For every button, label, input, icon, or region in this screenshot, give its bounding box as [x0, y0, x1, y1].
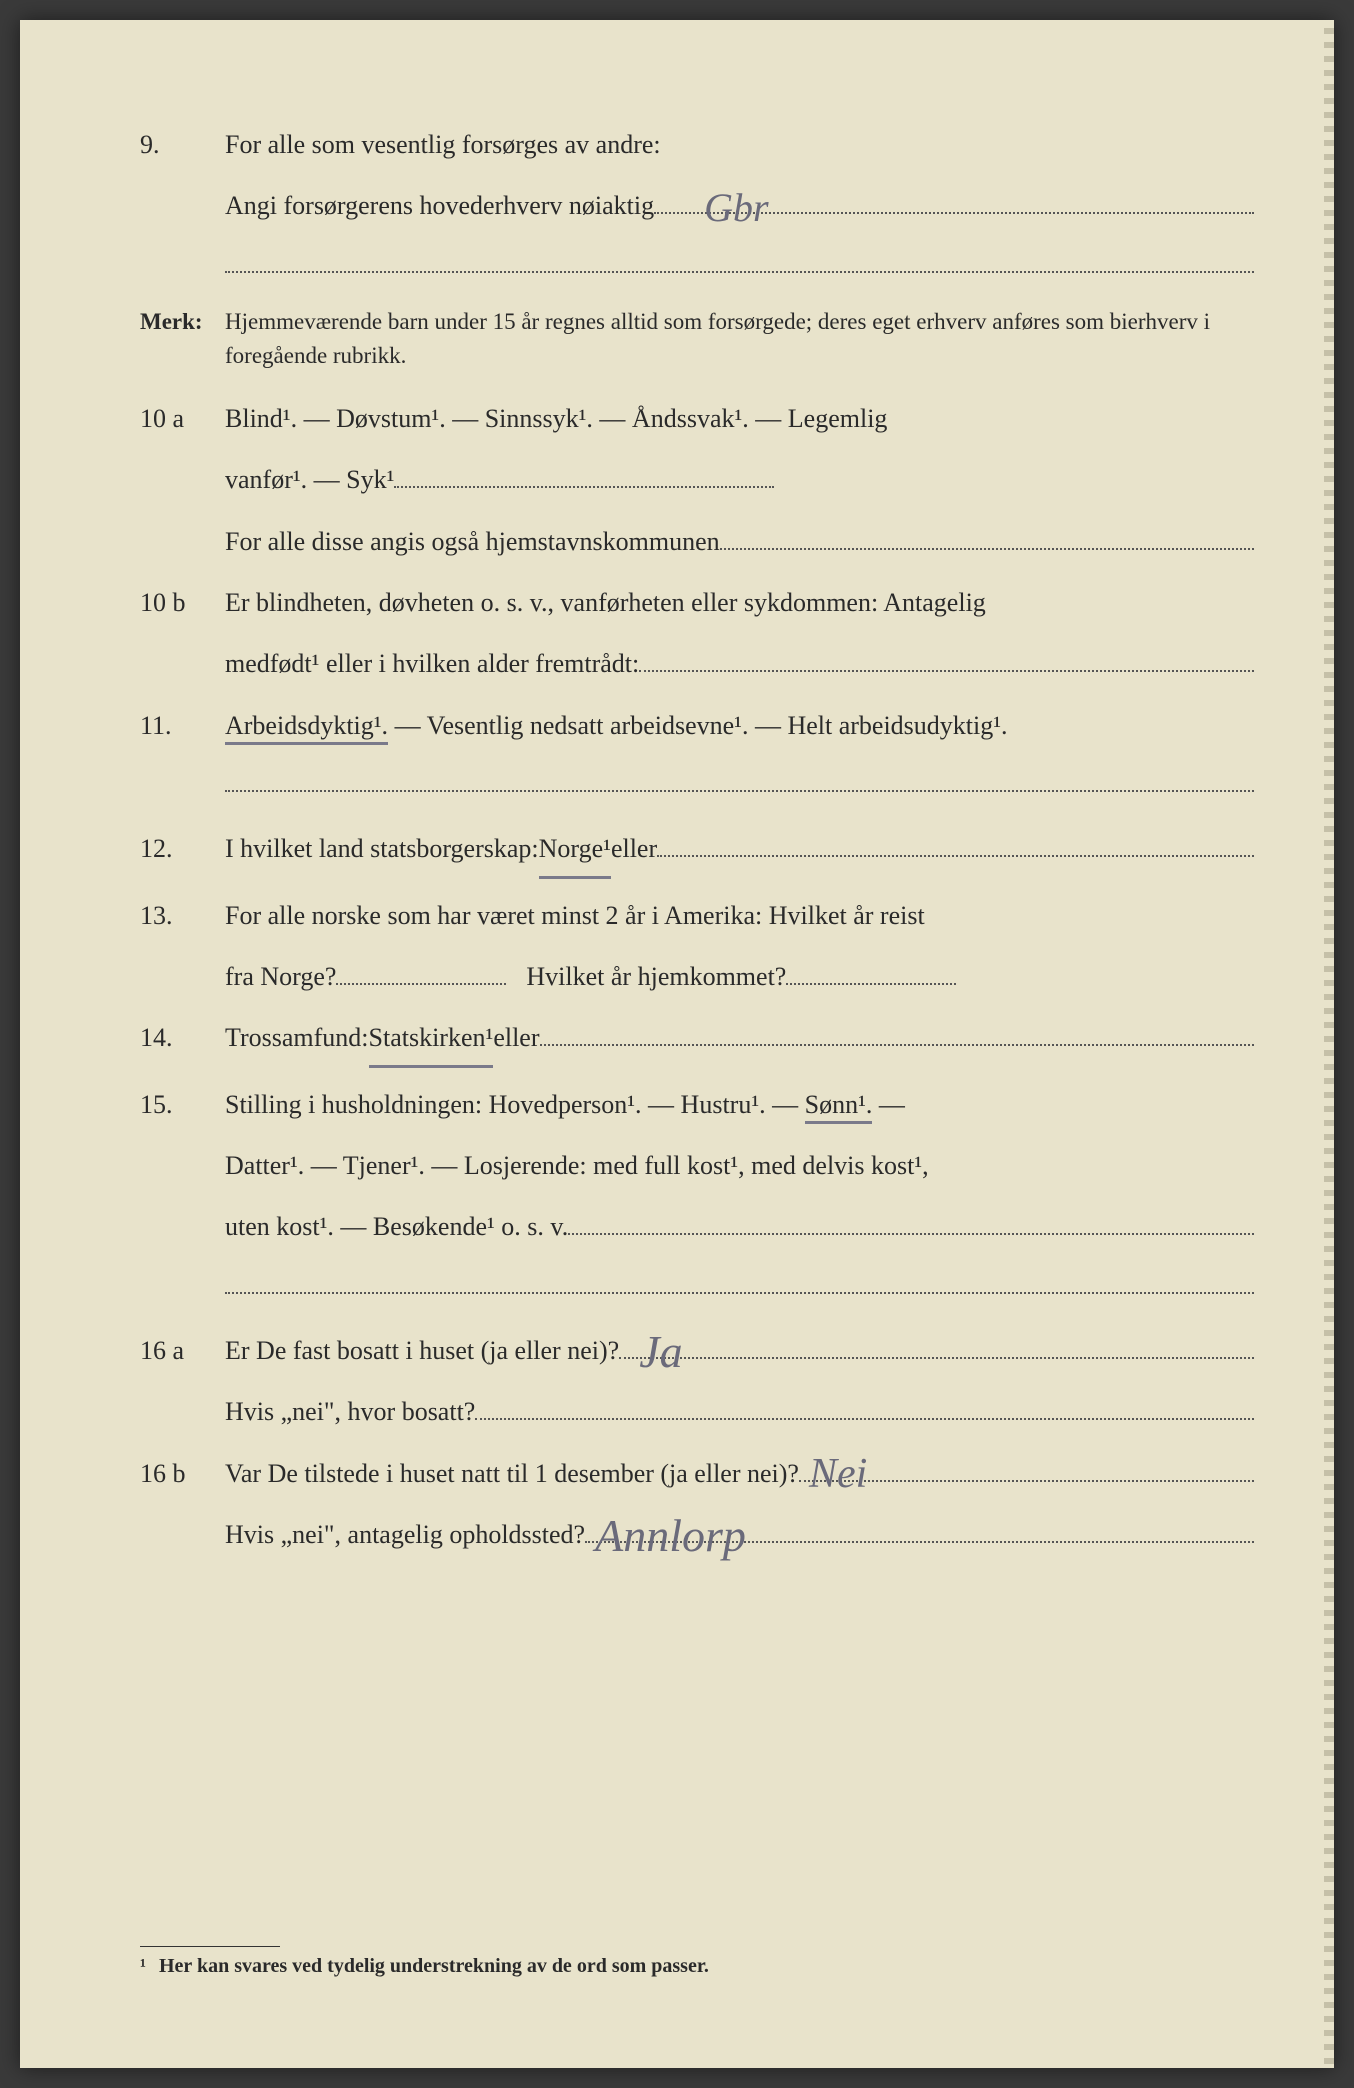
question-number: 10 a — [140, 394, 225, 443]
question-number: 12. — [140, 824, 225, 873]
question-10a-line1: 10 a Blind¹. — Døvstum¹. — Sinnssyk¹. — … — [140, 394, 1254, 443]
footnote-text: Her kan svares ved tydelig understreknin… — [159, 1955, 709, 1977]
question-15-line1: 15. Stilling i husholdningen: Hovedperso… — [140, 1080, 1254, 1129]
fill-blank — [568, 1207, 1254, 1236]
fill-blank: Ja — [619, 1330, 1254, 1359]
underlined-option: Arbeidsdyktig¹. — [225, 711, 388, 745]
question-15-line3: uten kost¹. — Besøkende¹ o. s. v. — [140, 1202, 1254, 1251]
question-number: 9. — [140, 120, 225, 169]
continuation-line — [140, 762, 1254, 812]
underlined-option: Sønn¹. — [805, 1090, 873, 1124]
question-number: 14. — [140, 1013, 225, 1062]
question-12: 12. I hvilket land statsborgerskap: Norg… — [140, 824, 1254, 878]
question-10a-line2: vanfør¹. — Syk¹ — [140, 455, 1254, 504]
fill-blank — [475, 1392, 1254, 1421]
question-text: Datter¹. — Tjener¹. — Losjerende: med fu… — [225, 1141, 1254, 1190]
handwritten-answer: Gbr — [704, 170, 768, 246]
fill-blank: Gbr — [654, 186, 1254, 215]
question-14: 14. Trossamfund: Statskirken¹ eller — [140, 1013, 1254, 1067]
question-16a-line1: 16 a Er De fast bosatt i huset (ja eller… — [140, 1326, 1254, 1375]
question-9-line1: 9. For alle som vesentlig forsørges av a… — [140, 120, 1254, 169]
question-16b-line1: 16 b Var De tilstede i huset natt til 1 … — [140, 1449, 1254, 1498]
merk-label: Merk: — [140, 305, 225, 374]
question-text: Er blindheten, døvheten o. s. v., vanfør… — [225, 578, 1254, 627]
fill-blank — [786, 956, 956, 985]
fill-blank — [720, 521, 1254, 550]
fill-blank: Nei — [799, 1453, 1254, 1482]
question-9-line2: Angi forsørgerens hovederhverv nøiaktig … — [140, 181, 1254, 230]
question-text: Angi forsørgerens hovederhverv nøiaktig … — [225, 181, 1254, 230]
question-10b-line2: medfødt¹ eller i hvilken alder fremtrådt… — [140, 639, 1254, 688]
fill-blank — [394, 460, 774, 489]
underlined-option: Norge¹ — [539, 824, 611, 878]
question-10b-line1: 10 b Er blindheten, døvheten o. s. v., v… — [140, 578, 1254, 627]
fill-blank — [639, 644, 1254, 673]
document-page: 9. For alle som vesentlig forsørges av a… — [20, 20, 1334, 2068]
question-16b-line2: Hvis „nei", antagelig opholdssted? Annlo… — [140, 1510, 1254, 1559]
question-15-line2: Datter¹. — Tjener¹. — Losjerende: med fu… — [140, 1141, 1254, 1190]
merk-note: Merk: Hjemmeværende barn under 15 år reg… — [140, 305, 1254, 374]
question-number: 16 a — [140, 1326, 225, 1375]
question-number: 13. — [140, 891, 225, 940]
handwritten-answer: Annlorp — [595, 1492, 746, 1579]
merk-text: Hjemmeværende barn under 15 år regnes al… — [225, 305, 1254, 374]
question-number: 10 b — [140, 578, 225, 627]
continuation-line — [140, 243, 1254, 293]
fill-blank — [657, 829, 1254, 858]
footnote-marker: ¹ — [140, 1955, 146, 1977]
fill-blank — [540, 1018, 1255, 1047]
fill-blank: Annlorp — [585, 1514, 1254, 1543]
question-number: 11. — [140, 701, 225, 750]
footnote: ¹ Her kan svares ved tydelig understrekn… — [140, 1946, 709, 1978]
question-number: 15. — [140, 1080, 225, 1129]
question-13-line1: 13. For alle norske som har været minst … — [140, 891, 1254, 940]
footnote-divider — [140, 1946, 280, 1947]
question-11: 11. Arbeidsdyktig¹. — Vesentlig nedsatt … — [140, 701, 1254, 750]
question-text: For alle som vesentlig forsørges av andr… — [225, 120, 1254, 169]
handwritten-answer: Nei — [809, 1435, 867, 1515]
fill-blank — [336, 956, 506, 985]
question-text: Blind¹. — Døvstum¹. — Sinnssyk¹. — Åndss… — [225, 394, 1254, 443]
underlined-option: Statskirken¹ — [369, 1013, 494, 1067]
continuation-line — [140, 1264, 1254, 1314]
question-10a-line3: For alle disse angis også hjemstavnskomm… — [140, 517, 1254, 566]
question-13-line2: fra Norge? Hvilket år hjemkommet? — [140, 952, 1254, 1001]
question-number: 16 b — [140, 1449, 225, 1498]
question-16a-line2: Hvis „nei", hvor bosatt? — [140, 1387, 1254, 1436]
handwritten-answer: Ja — [639, 1308, 682, 1395]
question-text: For alle norske som har været minst 2 år… — [225, 891, 1254, 940]
